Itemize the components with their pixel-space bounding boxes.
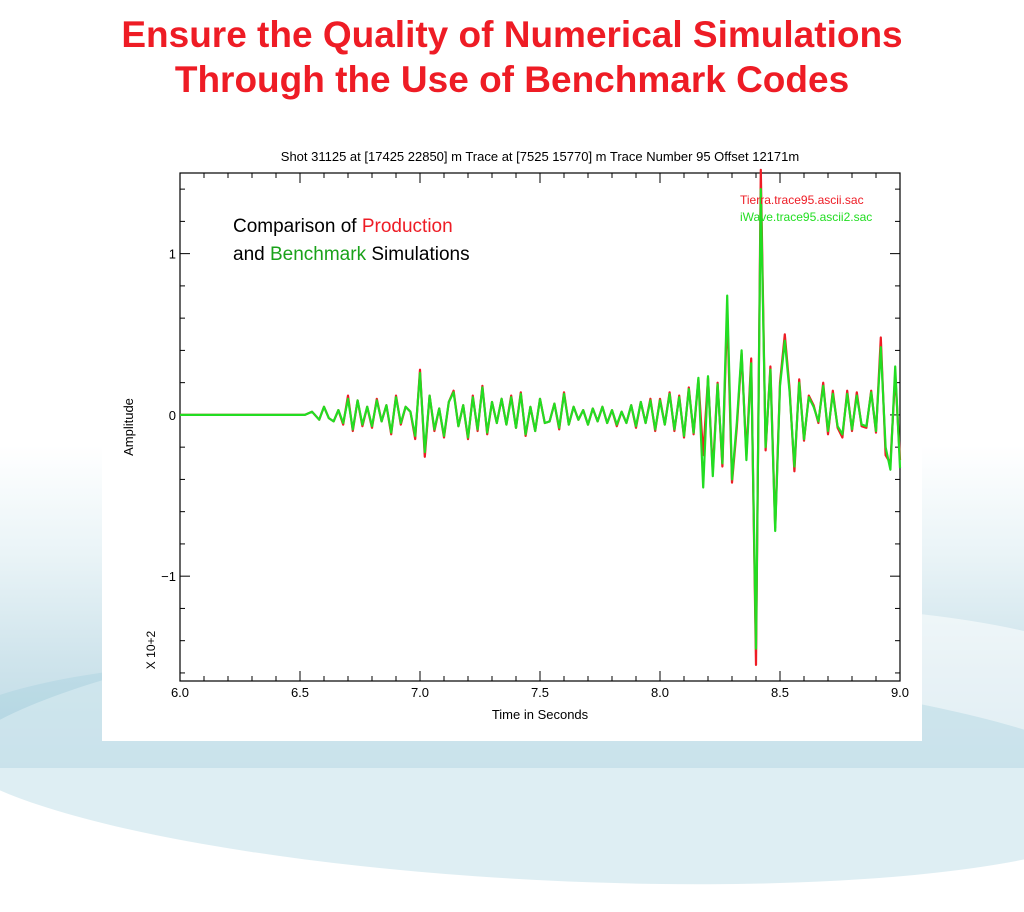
x-tick-label: 6.5 (291, 685, 309, 700)
y-axis-label: Amplitude (121, 398, 136, 456)
x-tick-label: 7.5 (531, 685, 549, 700)
legend-entry-production: Tierra.trace95.ascii.sac (740, 193, 864, 207)
x-tick-label: 9.0 (891, 685, 909, 700)
x-tick-label: 6.0 (171, 685, 189, 700)
slide-title-line-1: Ensure the Quality of Numerical Simulati… (121, 14, 903, 55)
y-scale-note: X 10+2 (144, 630, 158, 669)
annotation-prefix: Comparison of (233, 216, 362, 237)
x-tick-label: 8.5 (771, 685, 789, 700)
benchmark-label: Benchmark (269, 244, 367, 265)
annotation-suffix: Simulations (366, 244, 470, 265)
x-tick-label: 7.0 (411, 685, 429, 700)
legend-entry-benchmark: iWave.trace95.ascii2.sac (740, 210, 872, 224)
y-tick-label: 1 (169, 247, 176, 262)
annotation-line-2: and Benchmark Simulations (233, 241, 470, 269)
chart-title: Shot 31125 at [17425 22850] m Trace at [… (281, 149, 799, 164)
annotation-line-1: Comparison of Production (233, 213, 470, 241)
slide-title: Ensure the Quality of Numerical Simulati… (0, 12, 1024, 102)
y-tick-label: −1 (161, 569, 176, 584)
annotation-line2-prefix: and (233, 244, 270, 265)
y-tick-label: 0 (169, 408, 176, 423)
chart-panel: Shot 31125 at [17425 22850] m Trace at [… (102, 128, 922, 741)
production-label: Production (361, 216, 453, 237)
x-tick-label: 8.0 (651, 685, 669, 700)
seismic-trace-chart: Shot 31125 at [17425 22850] m Trace at [… (121, 149, 909, 722)
slide-title-line-2: Through the Use of Benchmark Codes (174, 59, 850, 100)
x-axis-label: Time in Seconds (492, 707, 589, 722)
comparison-annotation: Comparison of Production and Benchmark S… (233, 213, 470, 269)
series-line-benchmark (180, 187, 902, 650)
